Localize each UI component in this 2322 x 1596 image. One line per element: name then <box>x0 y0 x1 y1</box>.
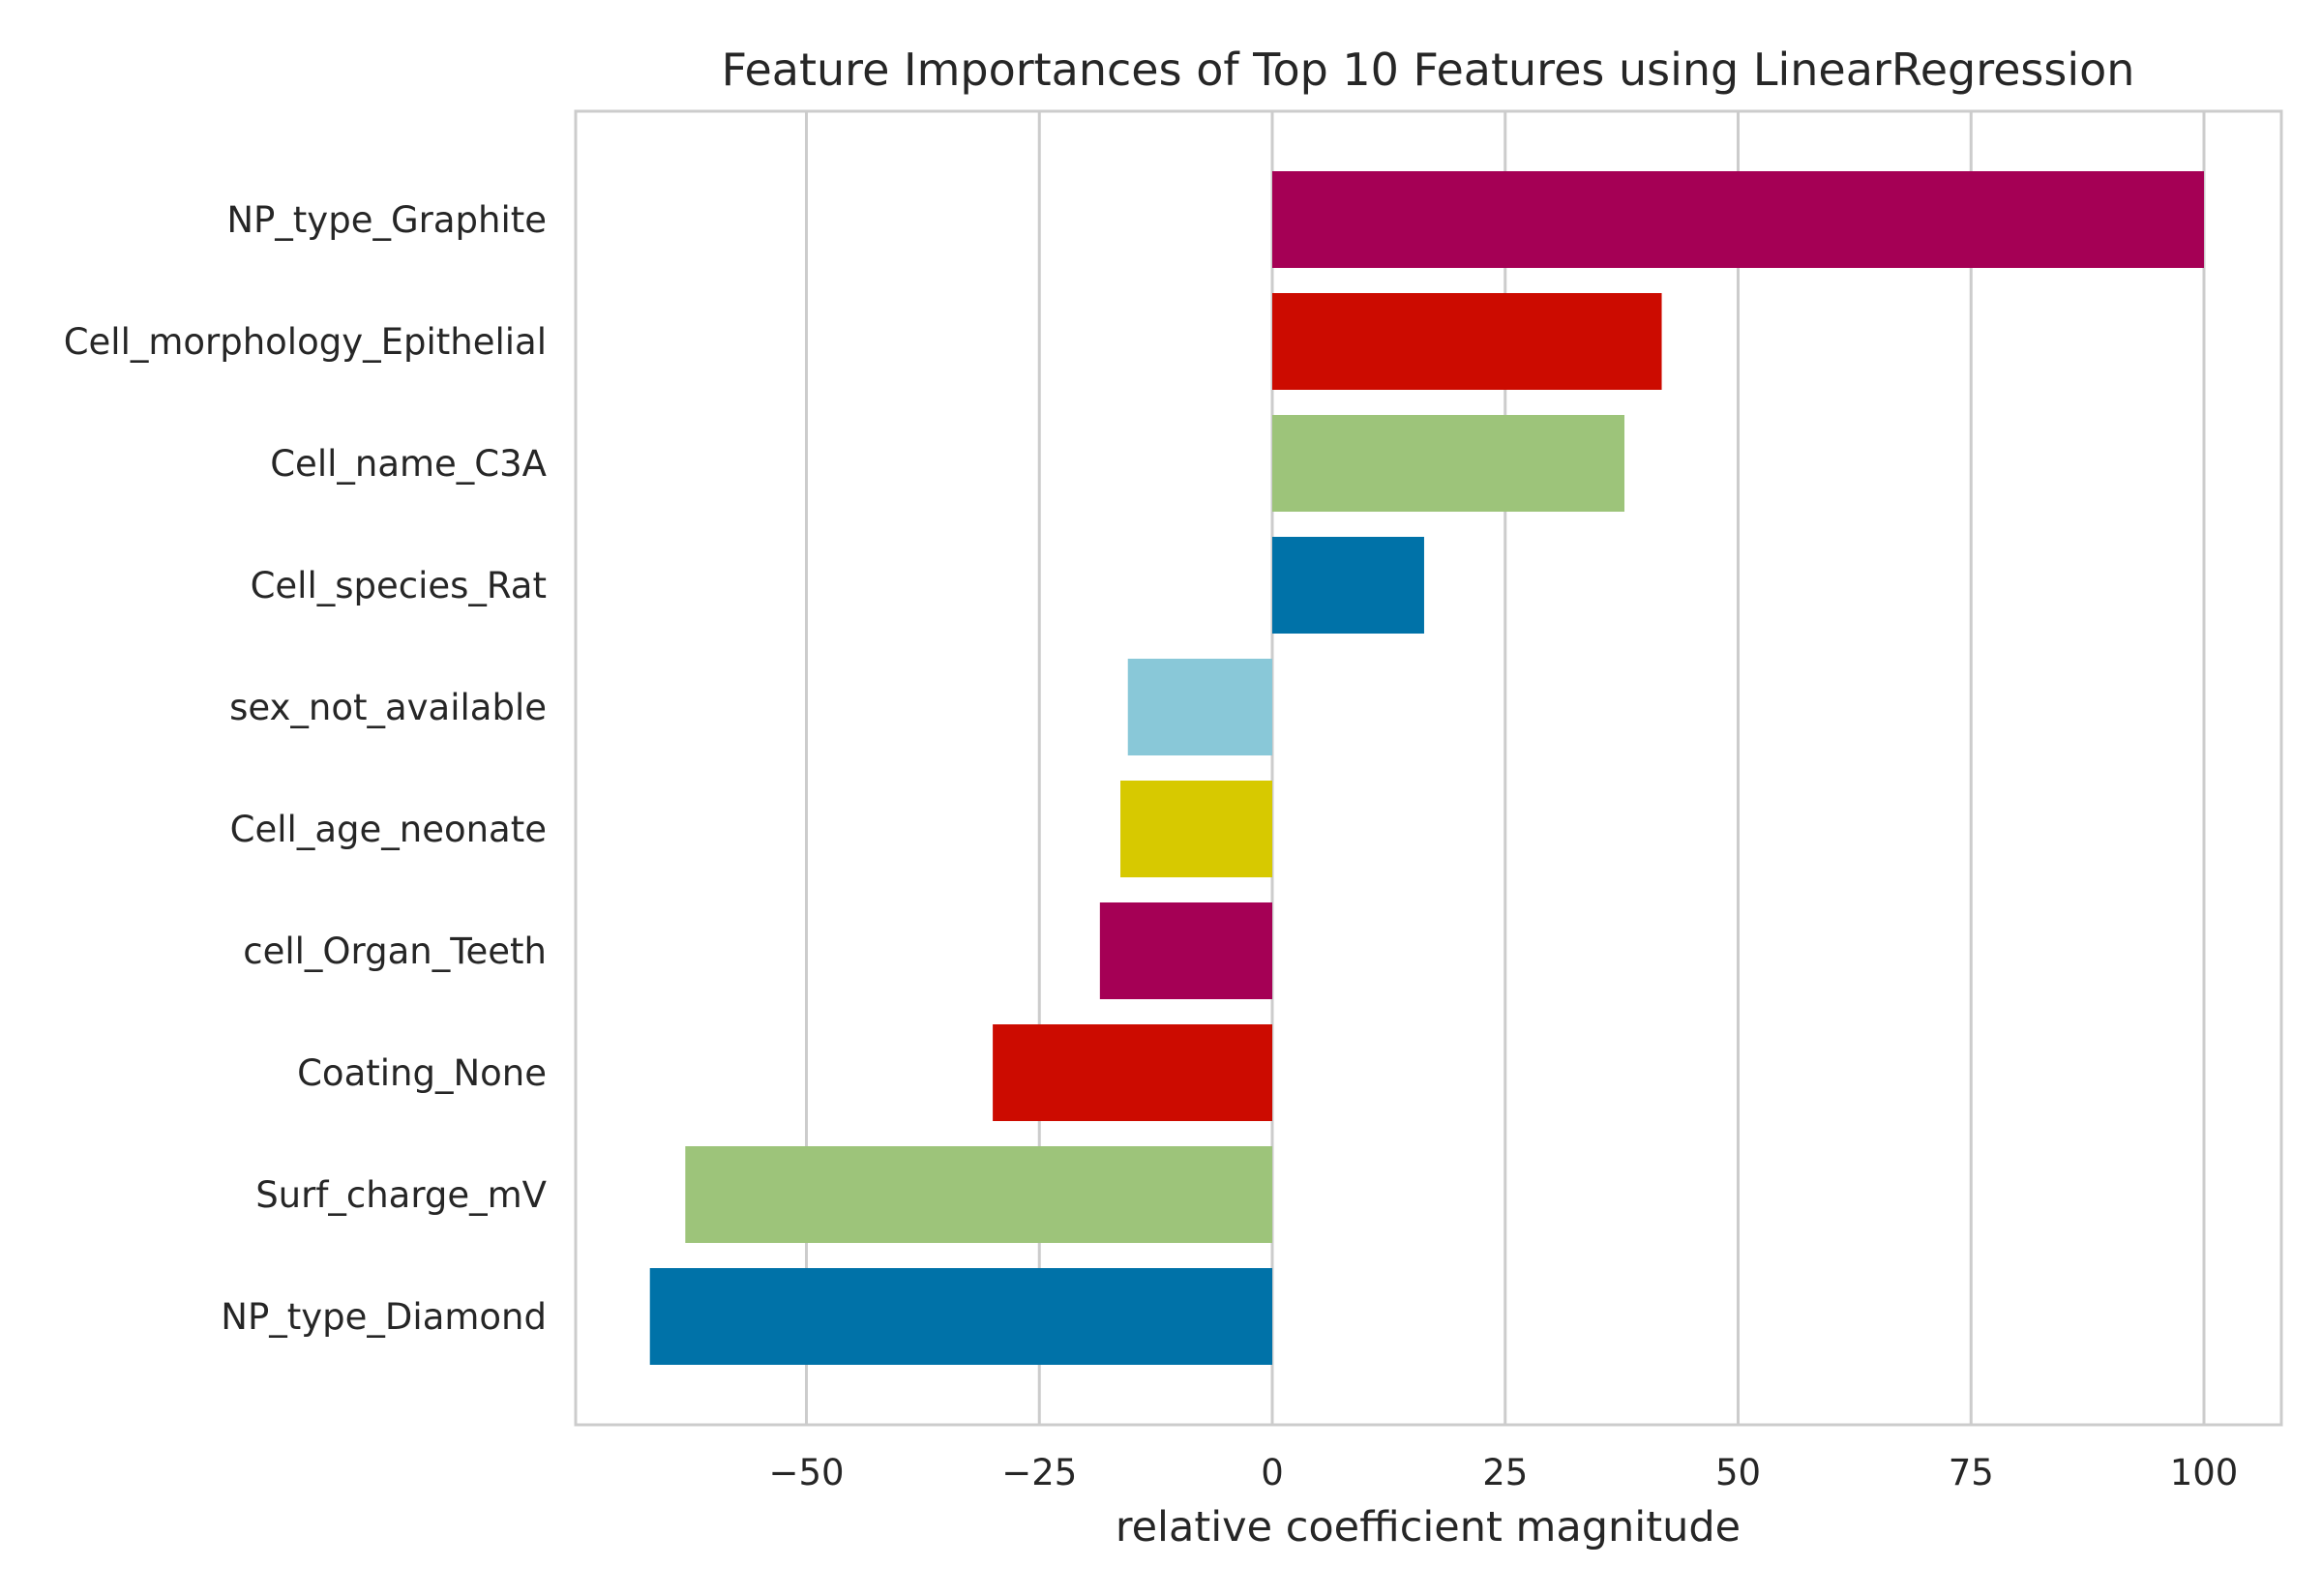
chart-title: Feature Importances of Top 10 Features u… <box>722 44 2135 96</box>
y-tick-label: Cell_name_C3A <box>270 443 547 485</box>
bar-NP_type_Graphite <box>1272 171 2204 268</box>
bar-sex_not_available <box>1127 659 1272 755</box>
y-tick-label: Cell_species_Rat <box>251 565 547 606</box>
y-tick-label: NP_type_Graphite <box>226 199 547 241</box>
x-tick-label: 75 <box>1949 1452 1994 1493</box>
bar-Cell_morphology_Epithelial <box>1272 293 1662 390</box>
y-tick-label: Cell_age_neonate <box>230 809 547 850</box>
x-tick-labels: −50 −25 0 25 50 75 100 <box>768 1452 2238 1493</box>
bar-Cell_name_C3A <box>1272 415 1625 512</box>
y-tick-label: sex_not_available <box>229 687 547 728</box>
plot-frame <box>574 109 2283 1427</box>
y-tick-label: NP_type_Diamond <box>221 1296 547 1338</box>
y-tick-label: Cell_morphology_Epithelial <box>64 321 547 363</box>
y-tick-label: Coating_None <box>297 1052 547 1094</box>
x-tick-label: 50 <box>1715 1452 1761 1493</box>
x-tick-label: 25 <box>1482 1452 1528 1493</box>
bars <box>649 171 2204 1365</box>
x-tick-label: 100 <box>2170 1452 2239 1493</box>
y-tick-label: cell_Organ_Teeth <box>243 931 547 972</box>
x-tick-label: 0 <box>1261 1452 1284 1493</box>
x-axis-label: relative coefficient magnitude <box>1116 1503 1741 1552</box>
bar-Coating_None <box>993 1024 1272 1121</box>
bar-cell_Organ_Teeth <box>1099 902 1272 999</box>
y-tick-labels: NP_type_Graphite Cell_morphology_Epitheli… <box>64 199 547 1338</box>
bar-NP_type_Diamond <box>649 1268 1272 1365</box>
bar-Cell_species_Rat <box>1272 537 1424 634</box>
x-tick-label: −50 <box>768 1452 844 1493</box>
y-tick-label: Surf_charge_mV <box>255 1174 547 1216</box>
bar-Surf_charge_mV <box>685 1146 1272 1243</box>
bar-Cell_age_neonate <box>1120 781 1272 877</box>
x-tick-label: −25 <box>1001 1452 1077 1493</box>
